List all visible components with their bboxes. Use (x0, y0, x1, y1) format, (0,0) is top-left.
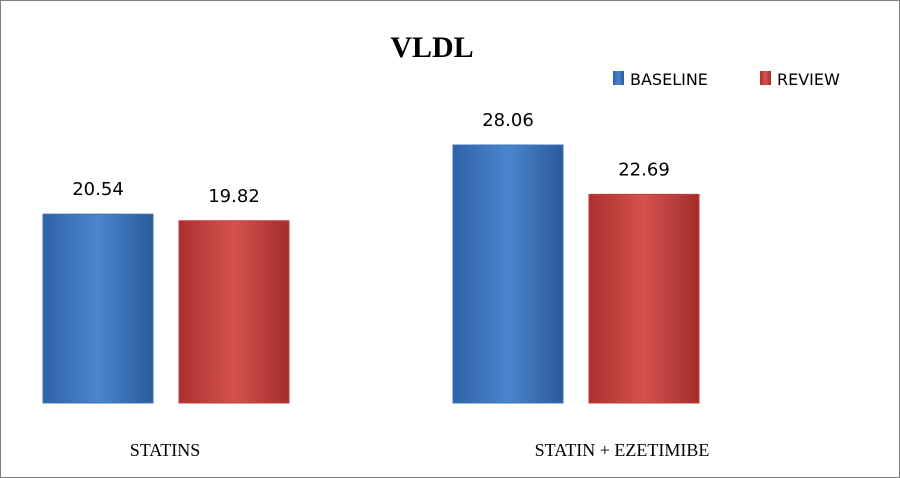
bar-baseline-statin-ezetimibe (452, 144, 564, 404)
legend-swatch-baseline (613, 71, 624, 85)
bar-review-statin-ezetimibe (588, 193, 700, 404)
legend-label-baseline: BASELINE (630, 70, 708, 89)
bar-baseline-statins (42, 213, 154, 404)
data-label-review-statin-ezetimibe: 22.69 (618, 159, 670, 180)
legend-swatch-review (760, 71, 771, 85)
legend: BASELINE REVIEW (613, 70, 840, 89)
category-label-statins: STATINS (130, 440, 201, 460)
data-label-baseline-statin-ezetimibe: 28.06 (482, 110, 534, 131)
bars (42, 144, 700, 404)
data-label-review-statins: 19.82 (208, 186, 260, 207)
category-label-statin-ezetimibe: STATIN + EZETIMIBE (535, 440, 710, 460)
legend-label-review: REVIEW (777, 70, 840, 89)
data-label-baseline-statins: 20.54 (72, 179, 124, 200)
data-labels: 20.54 19.82 28.06 22.69 (72, 110, 670, 207)
chart-title: VLDL (390, 31, 473, 64)
bar-review-statins (178, 220, 290, 404)
